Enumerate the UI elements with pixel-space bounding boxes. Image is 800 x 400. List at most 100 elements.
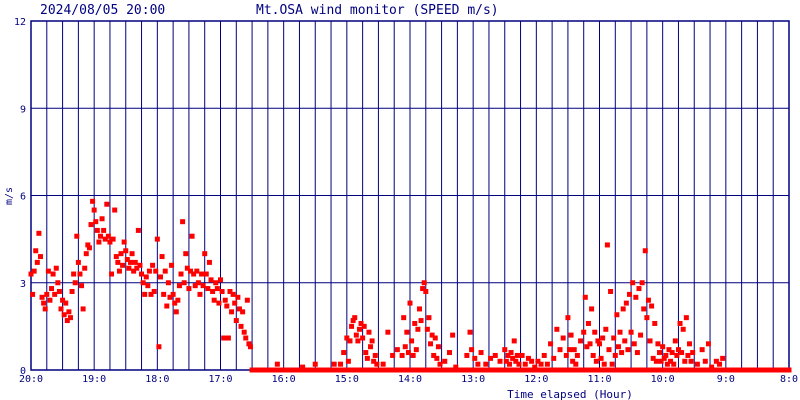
- data-point: [672, 367, 678, 373]
- data-point: [238, 323, 244, 329]
- data-point: [248, 344, 254, 350]
- data-point: [483, 361, 489, 367]
- data-point: [606, 347, 612, 353]
- data-point: [653, 367, 659, 373]
- data-point: [726, 367, 732, 373]
- data-point: [432, 367, 438, 373]
- data-point: [412, 320, 418, 326]
- data-point: [423, 288, 429, 294]
- data-point: [661, 355, 667, 361]
- data-point: [451, 367, 457, 373]
- data-point: [448, 367, 454, 373]
- data-point: [99, 216, 105, 222]
- data-point: [265, 367, 271, 373]
- x-tick-label: 19:0: [82, 374, 106, 385]
- data-point: [751, 367, 757, 373]
- data-point: [45, 268, 51, 274]
- data-point: [116, 268, 122, 274]
- data-point: [683, 315, 689, 321]
- data-point: [293, 367, 299, 373]
- data-point: [246, 341, 252, 347]
- data-point: [641, 306, 647, 312]
- data-point: [47, 297, 53, 303]
- data-point: [202, 251, 208, 257]
- data-point: [194, 268, 200, 274]
- data-point: [636, 286, 642, 292]
- data-point: [178, 271, 184, 277]
- data-point: [717, 367, 723, 373]
- data-point: [63, 300, 69, 306]
- data-point: [143, 274, 149, 280]
- data-point: [205, 286, 211, 292]
- data-point: [595, 338, 601, 344]
- data-point: [587, 367, 593, 373]
- data-point: [382, 367, 388, 373]
- data-point: [375, 367, 381, 373]
- data-point: [398, 367, 404, 373]
- data-point: [42, 306, 48, 312]
- data-point: [761, 367, 767, 373]
- data-point: [167, 294, 173, 300]
- data-point: [107, 239, 113, 245]
- data-point: [435, 344, 441, 350]
- data-point: [426, 315, 432, 321]
- data-point: [83, 251, 89, 257]
- data-point: [236, 306, 242, 312]
- data-point: [529, 358, 535, 364]
- data-point: [347, 338, 353, 344]
- data-point: [581, 367, 587, 373]
- data-point: [469, 347, 475, 353]
- data-point: [581, 329, 587, 335]
- data-point: [536, 367, 542, 373]
- data-point: [176, 283, 182, 289]
- x-tick-label: 15:0: [335, 374, 359, 385]
- data-point: [58, 306, 64, 312]
- data-point: [645, 297, 651, 303]
- data-point: [385, 329, 391, 335]
- data-point: [562, 367, 568, 373]
- data-point: [52, 291, 58, 297]
- data-point: [157, 274, 163, 280]
- x-tick-label: 14:0: [398, 374, 422, 385]
- data-point: [631, 367, 637, 373]
- data-point: [366, 367, 372, 373]
- data-point: [49, 286, 55, 292]
- data-point: [593, 367, 599, 373]
- data-point: [717, 361, 723, 367]
- data-point: [145, 283, 151, 289]
- data-point: [366, 329, 372, 335]
- data-point: [664, 361, 670, 367]
- data-point: [497, 358, 503, 364]
- data-point: [372, 352, 378, 358]
- data-point: [200, 283, 206, 289]
- data-point: [650, 367, 656, 373]
- data-point: [546, 367, 552, 373]
- data-point: [331, 361, 337, 367]
- data-point: [121, 239, 127, 245]
- data-point: [598, 355, 604, 361]
- data-point: [183, 251, 189, 257]
- data-point: [530, 367, 536, 373]
- data-point: [101, 227, 107, 233]
- data-point: [424, 326, 430, 332]
- data-point: [519, 352, 525, 358]
- data-point: [606, 367, 612, 373]
- data-point: [109, 271, 115, 277]
- data-point: [345, 358, 351, 364]
- data-point: [585, 320, 591, 326]
- data-point: [603, 326, 609, 332]
- data-point: [660, 344, 666, 350]
- data-point: [180, 219, 186, 225]
- data-point: [368, 344, 374, 350]
- data-point: [432, 335, 438, 341]
- data-point: [309, 367, 315, 373]
- data-point: [506, 361, 512, 367]
- data-point: [710, 367, 716, 373]
- data-point: [453, 364, 459, 370]
- data-point: [527, 367, 533, 373]
- data-point: [554, 326, 560, 332]
- data-point: [229, 309, 235, 315]
- data-point: [344, 335, 350, 341]
- data-point: [300, 367, 306, 373]
